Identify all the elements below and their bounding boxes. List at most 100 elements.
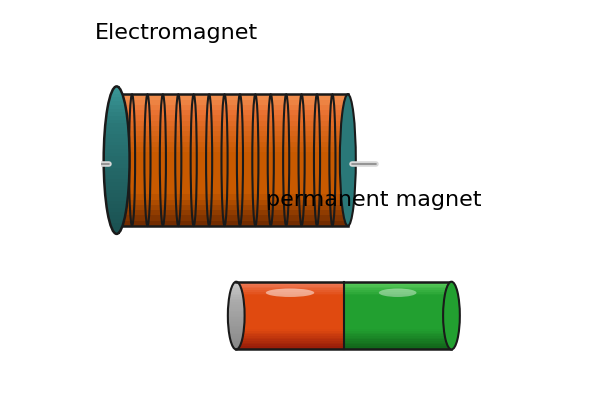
Polygon shape	[344, 338, 451, 339]
Polygon shape	[344, 334, 451, 336]
Polygon shape	[240, 189, 256, 194]
Polygon shape	[271, 168, 286, 173]
Polygon shape	[317, 142, 332, 147]
Polygon shape	[116, 138, 348, 140]
Polygon shape	[116, 166, 348, 168]
Polygon shape	[104, 134, 129, 138]
Polygon shape	[178, 215, 194, 221]
Polygon shape	[317, 121, 332, 126]
Polygon shape	[228, 314, 245, 316]
Polygon shape	[228, 321, 244, 322]
Polygon shape	[332, 131, 348, 136]
Polygon shape	[194, 105, 209, 110]
Polygon shape	[302, 215, 317, 221]
Polygon shape	[209, 163, 224, 168]
Polygon shape	[163, 131, 178, 136]
Polygon shape	[302, 205, 317, 210]
Polygon shape	[107, 204, 127, 208]
Polygon shape	[148, 105, 163, 110]
Polygon shape	[256, 200, 271, 205]
Polygon shape	[317, 136, 332, 142]
Polygon shape	[256, 147, 271, 152]
Polygon shape	[236, 312, 344, 314]
Polygon shape	[163, 200, 178, 205]
Polygon shape	[236, 299, 344, 300]
Polygon shape	[236, 288, 344, 290]
Polygon shape	[271, 121, 286, 126]
Polygon shape	[256, 110, 271, 116]
Polygon shape	[332, 142, 348, 147]
Polygon shape	[344, 312, 451, 314]
Polygon shape	[332, 221, 348, 226]
Polygon shape	[224, 121, 240, 126]
Polygon shape	[114, 230, 119, 234]
Polygon shape	[104, 171, 130, 175]
Polygon shape	[286, 189, 302, 194]
Polygon shape	[286, 163, 302, 168]
Polygon shape	[236, 336, 344, 338]
Polygon shape	[240, 152, 256, 158]
Polygon shape	[116, 221, 132, 226]
Polygon shape	[240, 110, 256, 116]
Polygon shape	[132, 131, 148, 136]
Polygon shape	[132, 121, 148, 126]
Polygon shape	[132, 184, 148, 189]
Polygon shape	[116, 116, 132, 121]
Polygon shape	[228, 310, 245, 312]
Polygon shape	[224, 163, 240, 168]
Polygon shape	[148, 121, 163, 126]
Polygon shape	[116, 200, 132, 205]
Polygon shape	[104, 164, 130, 168]
Polygon shape	[230, 338, 242, 339]
Polygon shape	[148, 136, 163, 142]
Polygon shape	[224, 221, 240, 226]
Polygon shape	[116, 188, 348, 190]
Polygon shape	[236, 331, 344, 332]
Polygon shape	[194, 121, 209, 126]
Polygon shape	[148, 147, 163, 152]
Polygon shape	[236, 285, 344, 287]
Polygon shape	[302, 189, 317, 194]
Polygon shape	[178, 168, 194, 173]
Polygon shape	[302, 158, 317, 163]
Polygon shape	[236, 306, 344, 307]
Polygon shape	[116, 120, 348, 122]
Polygon shape	[132, 215, 148, 221]
Polygon shape	[344, 319, 451, 321]
Polygon shape	[344, 336, 451, 338]
Polygon shape	[209, 184, 224, 189]
Polygon shape	[209, 168, 224, 173]
Polygon shape	[286, 142, 302, 147]
Polygon shape	[116, 173, 132, 178]
Polygon shape	[271, 158, 286, 163]
Polygon shape	[256, 163, 271, 168]
Polygon shape	[116, 200, 348, 202]
Polygon shape	[163, 94, 178, 100]
Polygon shape	[236, 346, 344, 348]
Polygon shape	[286, 215, 302, 221]
Polygon shape	[163, 105, 178, 110]
Polygon shape	[317, 100, 332, 105]
Polygon shape	[116, 158, 348, 160]
Polygon shape	[132, 178, 148, 184]
Polygon shape	[224, 142, 240, 147]
Polygon shape	[286, 110, 302, 116]
Polygon shape	[332, 152, 348, 158]
Polygon shape	[344, 306, 451, 307]
Polygon shape	[233, 284, 239, 285]
Polygon shape	[271, 210, 286, 215]
Polygon shape	[148, 142, 163, 147]
Polygon shape	[104, 142, 129, 145]
Polygon shape	[163, 221, 178, 226]
Polygon shape	[178, 147, 194, 152]
Polygon shape	[163, 136, 178, 142]
Polygon shape	[106, 197, 128, 201]
Polygon shape	[109, 216, 125, 219]
Polygon shape	[286, 194, 302, 200]
Polygon shape	[235, 282, 238, 284]
Polygon shape	[344, 299, 451, 300]
Polygon shape	[344, 324, 451, 326]
Polygon shape	[256, 126, 271, 131]
Polygon shape	[224, 200, 240, 205]
Polygon shape	[332, 163, 348, 168]
